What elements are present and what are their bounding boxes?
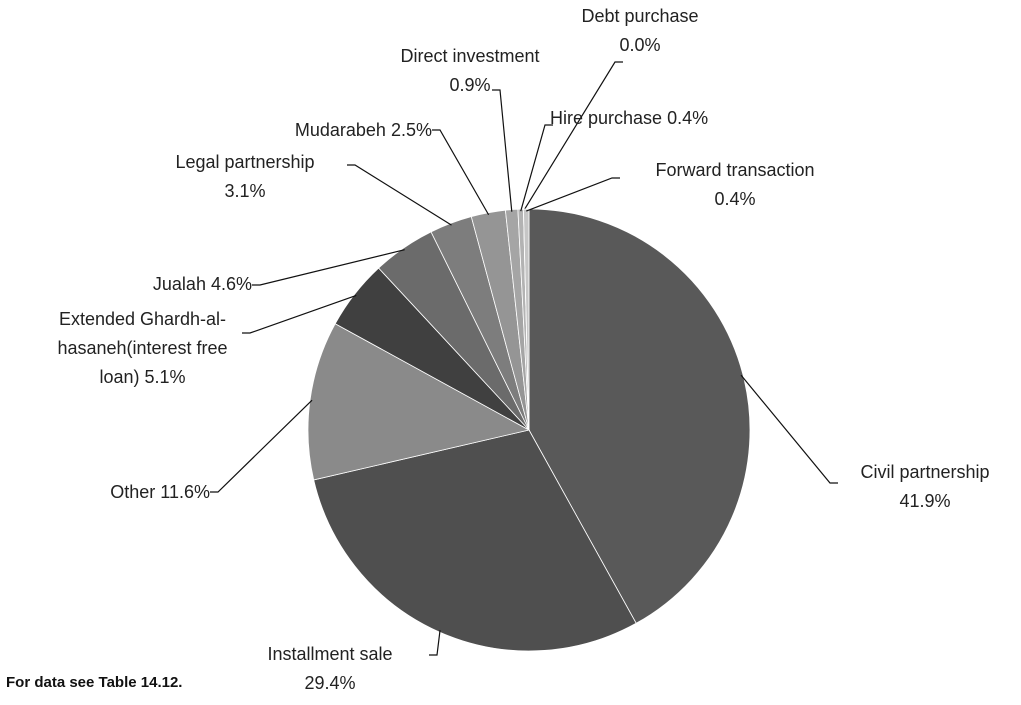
leader-line xyxy=(740,374,838,484)
slice-name: Jualah xyxy=(152,274,206,294)
slice-value: 5.1% xyxy=(144,367,186,387)
slice-label: Debt purchase 0.0% xyxy=(560,2,720,60)
pie-slice xyxy=(528,208,751,624)
slice-name: Extended Ghardh-al-hasaneh(interest free… xyxy=(57,309,228,387)
slice-label: Civil partnership 41.9% xyxy=(830,458,1020,516)
slice-name: Hire purchase xyxy=(550,108,663,128)
slice-value: 0.4% xyxy=(667,108,709,128)
slice-label: Legal partnership 3.1% xyxy=(140,148,350,206)
slice-name: Mudarabeh xyxy=(294,120,386,140)
slice-value: 2.5% xyxy=(390,120,432,140)
slice-name: Other xyxy=(110,482,156,502)
slice-value: 0.0% xyxy=(619,35,661,55)
slice-value: 4.6% xyxy=(210,274,252,294)
slice-value: 41.9% xyxy=(899,491,951,511)
slice-value: 3.1% xyxy=(224,181,266,201)
slice-value: 29.4% xyxy=(304,673,356,693)
pie-slice xyxy=(523,208,530,431)
slice-value: 11.6% xyxy=(160,482,210,502)
leader-line xyxy=(526,177,620,212)
leader-line xyxy=(252,249,405,286)
slice-label: Installment sale 29.4% xyxy=(230,640,430,698)
slice-name: Direct investment xyxy=(400,46,540,66)
slice-label: Mudarabeh 2.5% xyxy=(200,116,432,145)
leader-line xyxy=(522,61,623,212)
slice-label: Forward transaction 0.4% xyxy=(620,156,850,214)
leader-line xyxy=(492,89,513,212)
slice-label: Extended Ghardh-al-hasaneh(interest free… xyxy=(40,305,245,392)
leader-line xyxy=(429,630,441,656)
slice-name: Installment sale xyxy=(267,644,393,664)
leader-line xyxy=(520,124,553,212)
leader-line xyxy=(347,164,452,226)
slice-label: Direct investment 0.9% xyxy=(360,42,580,100)
slice-value: 0.4% xyxy=(714,189,756,209)
slice-name: Debt purchase xyxy=(581,6,699,26)
slice-name: Civil partnership xyxy=(860,462,990,482)
leader-line xyxy=(210,399,313,493)
slice-name: Legal partnership xyxy=(175,152,315,172)
slice-name: Forward transaction xyxy=(655,160,815,180)
pie-slice xyxy=(307,323,531,481)
leader-line xyxy=(432,129,490,216)
slice-value: 0.9% xyxy=(449,75,491,95)
slice-label: Hire purchase 0.4% xyxy=(550,104,790,133)
slice-label: Jualah 4.6% xyxy=(60,270,252,299)
leader-line xyxy=(242,294,357,334)
footnote: For data see Table 14.12. xyxy=(6,674,183,691)
slice-label: Other 11.6% xyxy=(30,478,210,507)
